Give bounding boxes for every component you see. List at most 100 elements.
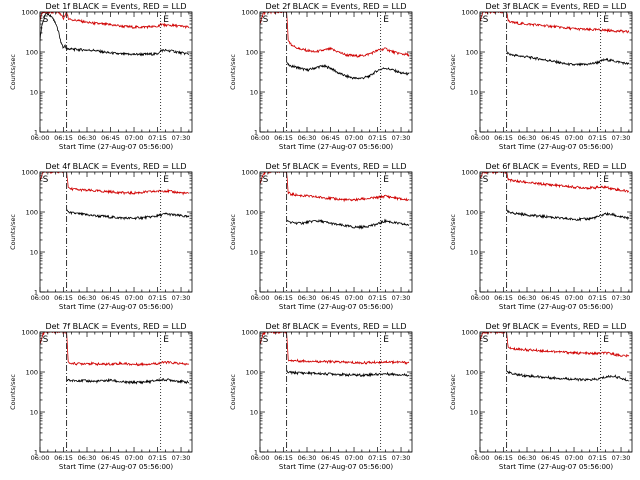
lld-series-line [260, 12, 410, 58]
x-tick-label: 07:00 [345, 454, 364, 462]
plot-frame [479, 11, 633, 133]
plot-frame [259, 331, 413, 453]
x-tick-label: 07:30 [612, 294, 631, 302]
panel-title: Det 8f BLACK = Events, RED = LLD [265, 322, 406, 331]
x-tick-label: 07:30 [392, 454, 411, 462]
plot-frame [39, 331, 193, 453]
x-tick-label: 07:00 [345, 294, 364, 302]
x-tick-label: 06:15 [494, 454, 513, 462]
x-tick-label: 06:30 [78, 454, 97, 462]
y-axis-label: Counts/sec [9, 214, 17, 250]
end-marker-label: E [163, 175, 169, 185]
y-tick-label: 1000 [241, 169, 258, 177]
y-tick-label: 100 [246, 49, 258, 57]
x-tick-label: 07:30 [612, 454, 631, 462]
panel-title: Det 1f BLACK = Events, RED = LLD [45, 2, 186, 11]
events-series-line [506, 50, 630, 67]
x-tick-label: 06:45 [321, 134, 340, 142]
x-tick-label: 07:15 [588, 134, 607, 142]
x-tick-label: 06:30 [518, 454, 537, 462]
x-tick-label: 07:30 [392, 134, 411, 142]
x-tick-label: 07:30 [172, 454, 191, 462]
x-tick-label: 06:00 [251, 454, 270, 462]
x-tick-label: 06:00 [471, 294, 490, 302]
y-tick-label: 1 [474, 289, 478, 297]
detector-panel: Det 5f BLACK = Events, RED = LLD S E 06:00 0… [229, 162, 413, 311]
y-tick-label: 1 [254, 289, 258, 297]
y-axis-label: Counts/sec [9, 374, 17, 410]
x-tick-label: 06:00 [471, 454, 490, 462]
x-tick-label: 06:15 [54, 294, 73, 302]
x-tick-label: 06:15 [274, 134, 293, 142]
y-tick-label: 1 [474, 129, 478, 137]
x-axis-label: Start Time (27-Aug-07 05:56:00) [499, 463, 613, 471]
x-tick-label: 06:30 [298, 134, 317, 142]
y-tick-label: 100 [26, 369, 38, 377]
x-tick-label: 07:15 [148, 134, 167, 142]
x-tick-label: 06:00 [471, 134, 490, 142]
end-marker-label: E [383, 15, 389, 25]
panel-title: Det 3f BLACK = Events, RED = LLD [485, 2, 626, 11]
plot-frame [259, 171, 413, 293]
y-tick-label: 10 [250, 249, 258, 257]
events-series-line [506, 370, 629, 382]
lld-series-line [40, 332, 190, 367]
y-tick-label: 1000 [21, 169, 38, 177]
x-tick-label: 06:30 [78, 294, 97, 302]
end-marker-label: E [603, 335, 609, 345]
lld-series-line [40, 172, 190, 196]
x-tick-label: 06:00 [31, 134, 50, 142]
detector-panel: Det 8f BLACK = Events, RED = LLD S E 06:00 0… [229, 322, 413, 471]
events-series-line [286, 61, 410, 80]
y-axis-label: Counts/sec [449, 214, 457, 250]
x-tick-label: 06:00 [31, 294, 50, 302]
y-tick-label: 1000 [241, 9, 258, 17]
panel-title: Det 4f BLACK = Events, RED = LLD [45, 162, 186, 171]
x-tick-label: 07:30 [172, 294, 191, 302]
x-tick-label: 06:15 [274, 454, 293, 462]
x-tick-label: 06:00 [251, 294, 270, 302]
start-marker-label: S [483, 15, 489, 25]
panel-title: Det 9f BLACK = Events, RED = LLD [485, 322, 626, 331]
y-axis-label: Counts/sec [449, 54, 457, 90]
x-tick-label: 07:15 [148, 294, 167, 302]
x-tick-label: 06:45 [541, 454, 560, 462]
y-tick-label: 1000 [461, 329, 478, 337]
x-tick-label: 07:00 [565, 134, 584, 142]
y-tick-label: 100 [466, 49, 478, 57]
y-tick-label: 10 [30, 89, 38, 97]
y-tick-label: 100 [246, 209, 258, 217]
panel-title: Det 5f BLACK = Events, RED = LLD [265, 162, 406, 171]
x-tick-label: 07:15 [368, 294, 387, 302]
plot-frame [39, 171, 193, 293]
events-series-line [286, 370, 410, 378]
end-marker-label: E [383, 335, 389, 345]
start-marker-label: S [483, 335, 489, 345]
end-marker-label: E [603, 15, 609, 25]
y-tick-label: 1000 [21, 329, 38, 337]
x-tick-label: 06:15 [54, 134, 73, 142]
plot-frame [479, 331, 633, 453]
y-tick-label: 10 [470, 249, 478, 257]
detector-panel: Det 1f BLACK = Events, RED = LLD S E 06:00 0… [9, 2, 193, 151]
y-tick-label: 10 [470, 409, 478, 417]
x-tick-label: 07:00 [345, 134, 364, 142]
x-tick-label: 06:30 [518, 134, 537, 142]
x-tick-label: 06:30 [518, 294, 537, 302]
y-tick-label: 10 [470, 89, 478, 97]
end-marker-label: E [163, 15, 169, 25]
events-series-line [506, 209, 630, 222]
y-axis-label: Counts/sec [229, 214, 237, 250]
y-axis-label: Counts/sec [449, 374, 457, 410]
x-axis-label: Start Time (27-Aug-07 05:56:00) [59, 143, 173, 151]
detector-panel: Det 6f BLACK = Events, RED = LLD S E 06:00 0… [449, 162, 633, 311]
y-tick-label: 1000 [21, 9, 38, 17]
x-axis-label: Start Time (27-Aug-07 05:56:00) [499, 303, 613, 311]
detector-panel: Det 9f BLACK = Events, RED = LLD S E 06:00 0… [449, 322, 633, 471]
y-tick-label: 1000 [461, 9, 478, 17]
x-tick-label: 07:00 [125, 294, 144, 302]
detector-panel: Det 3f BLACK = Events, RED = LLD S E 06:00 0… [449, 2, 633, 151]
x-tick-label: 07:00 [125, 134, 144, 142]
events-series-line [66, 209, 190, 221]
lld-series-line [480, 12, 630, 34]
